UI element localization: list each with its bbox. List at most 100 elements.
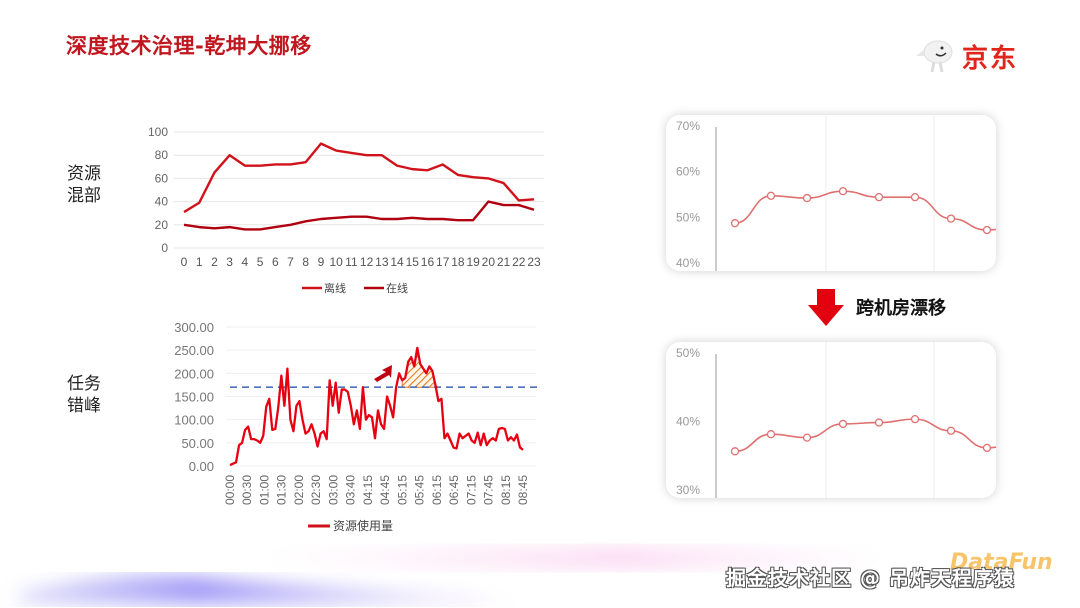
- data-point: [982, 225, 992, 235]
- x-tick-label: 3: [226, 255, 233, 269]
- x-tick-label: 8: [302, 255, 309, 269]
- data-point: [802, 193, 812, 203]
- y-tick-label: 50%: [676, 346, 700, 360]
- data-point: [730, 447, 740, 456]
- x-tick-label: 07:15: [464, 475, 478, 505]
- y-tick-label: 200.00: [174, 366, 214, 381]
- after-drift-chart: 30% 40% 50%: [676, 342, 996, 498]
- x-tick-label: 05:15: [395, 475, 409, 505]
- y-tick-label: 20: [155, 218, 169, 232]
- y-tick-label: 150.00: [174, 390, 214, 405]
- x-tick-label: 03:00: [326, 475, 340, 505]
- series-line-0: [183, 142, 535, 214]
- x-tick-label: 12: [360, 255, 374, 269]
- y-tick-label: 0.00: [189, 459, 214, 474]
- x-tick-label: 20: [482, 255, 496, 269]
- x-tick-label: 13: [375, 255, 389, 269]
- jd-logo: 京东: [912, 34, 1042, 78]
- x-tick-label: 0: [181, 255, 188, 269]
- x-tick-label: 15: [406, 255, 420, 269]
- datafun-logo: DataFun: [950, 550, 1053, 575]
- x-tick-label: 02:00: [292, 475, 306, 505]
- y-tick-label: 60: [155, 171, 169, 185]
- y-tick-label: 80: [155, 148, 169, 162]
- y-tick-label: 40: [155, 195, 169, 209]
- x-tick-label: 14: [390, 255, 404, 269]
- data-point: [910, 193, 920, 202]
- label-line: 混部: [67, 186, 101, 206]
- x-tick-label: 5: [257, 255, 264, 269]
- cross-datacenter-drift-label: 跨机房漂移: [856, 298, 946, 319]
- x-tick-label: 04:15: [361, 475, 375, 505]
- x-tick-label: 1: [196, 255, 203, 269]
- x-tick-label: 18: [451, 255, 465, 269]
- y-tick-label: 100.00: [174, 413, 214, 428]
- label-resource-mixing: 资源 混部: [67, 163, 101, 207]
- data-point: [946, 426, 956, 435]
- before-drift-card: 40% 50% 60% 70%: [666, 115, 996, 271]
- x-tick-label: 02:30: [309, 475, 323, 505]
- data-point: [802, 433, 812, 442]
- x-tick-label: 6: [272, 255, 279, 269]
- y-tick-label: 300.00: [174, 320, 214, 335]
- usage-line: [229, 346, 524, 467]
- x-tick-label: 07:45: [482, 475, 496, 505]
- x-tick-label: 10: [329, 255, 343, 269]
- y-tick-label: 40%: [676, 415, 700, 429]
- x-tick-label: 2: [211, 255, 218, 269]
- data-point: [982, 443, 992, 453]
- legend-label: 离线: [324, 281, 346, 295]
- data-point: [838, 187, 848, 196]
- data-point: [946, 214, 956, 223]
- before-drift-chart: 40% 50% 60% 70%: [676, 115, 996, 271]
- y-tick-label: 100: [148, 125, 168, 139]
- y-tick-label: 60%: [676, 165, 700, 179]
- x-tick-label: 17: [436, 255, 450, 269]
- logo-text: 京东: [962, 44, 1019, 74]
- x-tick-label: 22: [512, 255, 526, 269]
- x-tick-label: 06:15: [430, 475, 444, 505]
- x-tick-label: 01:00: [257, 475, 271, 505]
- x-tick-label: 06:45: [447, 475, 461, 505]
- x-tick-label: 05:45: [413, 475, 427, 505]
- x-tick-label: 21: [497, 255, 511, 269]
- data-point: [910, 414, 920, 424]
- x-tick-label: 01:30: [275, 475, 289, 505]
- y-tick-label: 250.00: [174, 343, 214, 358]
- x-tick-label: 4: [242, 255, 249, 269]
- x-tick-label: 23: [527, 255, 541, 269]
- watermark-text: 掘金技术社区 @ 吊炸天程序猿: [726, 566, 1015, 590]
- data-point: [766, 430, 776, 439]
- x-tick-label: 00:30: [240, 475, 254, 505]
- y-tick-label: 0: [161, 241, 168, 255]
- slide-title: 深度技术治理-乾坤大挪移: [66, 34, 312, 58]
- data-point: [838, 419, 848, 429]
- x-tick-label: 19: [466, 255, 480, 269]
- after-drift-card: 30% 40% 50%: [666, 342, 996, 498]
- legend-label: 资源使用量: [333, 518, 393, 533]
- shift-left-arrow-icon: [374, 365, 392, 382]
- legend-label: 在线: [386, 281, 408, 295]
- data-point: [730, 219, 740, 228]
- x-tick-label: 04:45: [378, 475, 392, 505]
- label-line: 任务: [67, 374, 101, 394]
- data-point: [874, 193, 884, 202]
- y-tick-label: 30%: [676, 483, 700, 497]
- x-tick-label: 03:40: [344, 475, 358, 505]
- label-task-staggering: 任务 错峰: [67, 373, 101, 417]
- data-point: [874, 418, 884, 427]
- label-line: 错峰: [67, 396, 101, 416]
- x-tick-label: 16: [421, 255, 435, 269]
- jd-mascot-icon: [916, 40, 953, 73]
- down-arrow-icon: [808, 289, 844, 326]
- x-tick-label: 9: [318, 255, 325, 269]
- x-tick-label: 00:00: [223, 475, 237, 505]
- data-point: [766, 191, 776, 200]
- series-line-1: [183, 200, 535, 231]
- x-tick-label: 08:45: [516, 475, 530, 505]
- x-tick-label: 7: [287, 255, 294, 269]
- label-line: 资源: [67, 164, 101, 184]
- task-staggering-chart: 0.00 50.00 100.00 150.00 200.00 250.00 300.00 0…: [174, 320, 538, 533]
- y-tick-label: 70%: [676, 119, 700, 133]
